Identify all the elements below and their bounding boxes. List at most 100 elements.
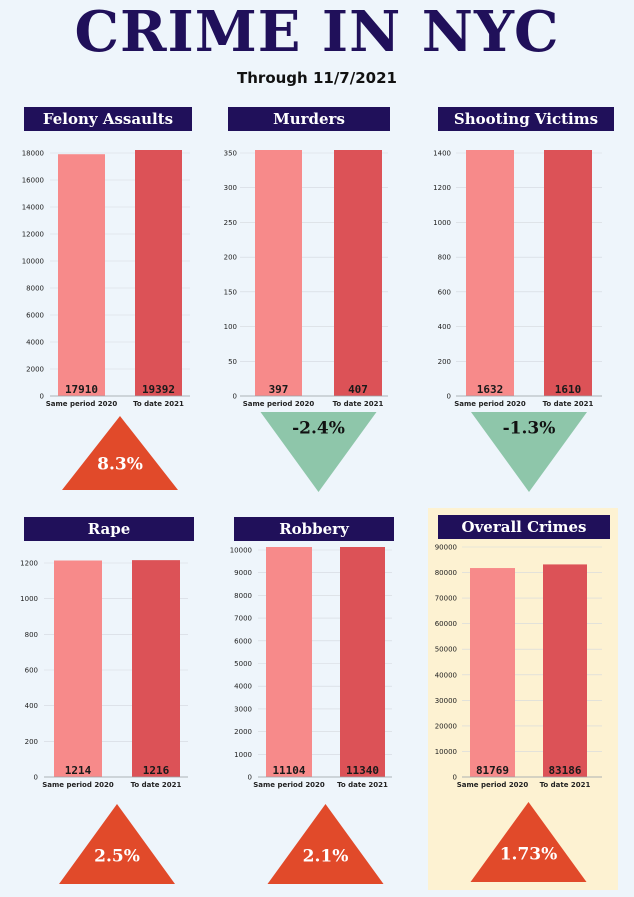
shooting-victims-tick-label: 800 <box>438 254 451 262</box>
overall-crimes-bar-2021 <box>543 564 587 777</box>
overall-crimes-tick-label: 10000 <box>435 748 457 756</box>
murders-change-label: -2.4% <box>292 419 345 439</box>
rape-category-label: To date 2021 <box>131 781 182 789</box>
shooting-victims-category-label: To date 2021 <box>543 400 594 408</box>
murders-tick-label: 100 <box>224 323 237 331</box>
robbery-tick-label: 10000 <box>230 547 252 555</box>
felony-assaults-tick-label: 6000 <box>26 312 44 320</box>
overall-crimes-tick-label: 70000 <box>435 595 457 603</box>
felony-assaults-bar-2021 <box>135 150 182 396</box>
rape-tick-label: 1000 <box>20 595 38 603</box>
murders-down-arrow-icon <box>260 412 377 492</box>
robbery-value-label: 11104 <box>272 764 305 777</box>
overall-crimes-tick-label: 0 <box>453 774 457 782</box>
shooting-victims-tick-label: 0 <box>447 393 451 401</box>
robbery-tick-label: 4000 <box>234 683 252 691</box>
robbery-category-label: Same period 2020 <box>253 781 325 789</box>
felony-assaults-bar-2020 <box>58 154 105 396</box>
rape-value-label: 1216 <box>143 764 170 777</box>
murders-tick-label: 200 <box>224 254 237 262</box>
robbery-tick-label: 5000 <box>234 660 252 668</box>
murders-value-label: 397 <box>269 383 289 396</box>
robbery-tick-label: 6000 <box>234 637 252 645</box>
page-title: CRIME IN NYC <box>74 0 560 65</box>
overall-crimes-tick-label: 40000 <box>435 671 457 679</box>
overall-crimes-up-arrow-icon <box>470 802 587 882</box>
murders-tick-label: 300 <box>224 184 237 192</box>
robbery-up-arrow-icon <box>267 804 384 884</box>
rape-bar-2021 <box>132 560 180 777</box>
overall-crimes-tick-label: 60000 <box>435 620 457 628</box>
murders-bar-2021 <box>334 150 382 396</box>
robbery-tick-label: 1000 <box>234 751 252 759</box>
rape-value-label: 1214 <box>65 764 92 777</box>
overall-crimes-value-label: 81769 <box>476 764 509 777</box>
shooting-victims-tick-label: 1400 <box>433 150 451 158</box>
felony-assaults-tick-label: 10000 <box>22 258 44 266</box>
shooting-victims-bar-2020 <box>466 150 514 396</box>
felony-assaults-tick-label: 14000 <box>22 204 44 212</box>
felony-assaults-tick-label: 8000 <box>26 285 44 293</box>
murders-tick-label: 250 <box>224 219 237 227</box>
overall-crimes-tick-label: 20000 <box>435 722 457 730</box>
robbery-header: Robbery <box>234 517 394 541</box>
overall-crimes-tick-label: 80000 <box>435 569 457 577</box>
shooting-victims-change-label: -1.3% <box>503 419 556 439</box>
shooting-victims-tick-label: 1000 <box>433 219 451 227</box>
rape-up-arrow-icon <box>59 804 175 884</box>
shooting-victims-category-label: Same period 2020 <box>454 400 526 408</box>
robbery-tick-label: 3000 <box>234 705 252 713</box>
murders-tick-label: 50 <box>228 358 237 366</box>
felony-assaults-tick-label: 12000 <box>22 231 44 239</box>
robbery-bar-2020 <box>266 547 312 777</box>
rape-change-label: 2.5% <box>94 847 140 867</box>
overall-crimes-tick-label: 90000 <box>435 544 457 552</box>
murders-tick-label: 150 <box>224 288 237 296</box>
felony-assaults-up-arrow-icon <box>62 416 178 490</box>
robbery-tick-label: 8000 <box>234 592 252 600</box>
robbery-change-label: 2.1% <box>303 847 349 867</box>
overall-crimes-category-label: Same period 2020 <box>457 781 529 789</box>
murders-header: Murders <box>228 107 390 131</box>
robbery-tick-label: 2000 <box>234 728 252 736</box>
robbery-category-label: To date 2021 <box>337 781 388 789</box>
overall-crimes-bar-2020 <box>470 568 515 777</box>
rape-tick-label: 400 <box>25 702 38 710</box>
shooting-victims-header: Shooting Victims <box>438 107 614 131</box>
felony-assaults-tick-label: 16000 <box>22 177 44 185</box>
felony-assaults-value-label: 17910 <box>65 383 98 396</box>
shooting-victims-tick-label: 1200 <box>433 184 451 192</box>
robbery-value-label: 11340 <box>346 764 379 777</box>
shooting-victims-down-arrow-icon <box>471 412 587 492</box>
murders-tick-label: 0 <box>233 393 237 401</box>
overall-crimes-value-label: 83186 <box>548 764 581 777</box>
overall-crimes-tick-label: 30000 <box>435 697 457 705</box>
murders-bar-2020 <box>255 150 302 396</box>
murders-category-label: Same period 2020 <box>243 400 315 408</box>
rape-tick-label: 800 <box>25 631 38 639</box>
felony-assaults-header: Felony Assaults <box>24 107 192 131</box>
murders-category-label: To date 2021 <box>333 400 384 408</box>
felony-assaults-change-label: 8.3% <box>97 454 143 474</box>
rape-header: Rape <box>24 517 194 541</box>
shooting-victims-tick-label: 600 <box>438 288 451 296</box>
rape-bar-2020 <box>54 560 102 777</box>
overall-crimes-header: Overall Crimes <box>438 515 610 539</box>
rape-tick-label: 600 <box>25 667 38 675</box>
robbery-tick-label: 0 <box>248 774 252 782</box>
overall-crimes-category-label: To date 2021 <box>540 781 591 789</box>
robbery-bar-2021 <box>340 547 385 777</box>
rape-category-label: Same period 2020 <box>42 781 114 789</box>
shooting-victims-tick-label: 400 <box>438 323 451 331</box>
shooting-victims-bar-2021 <box>544 150 592 396</box>
shooting-victims-value-label: 1610 <box>555 383 582 396</box>
robbery-tick-label: 7000 <box>234 615 252 623</box>
felony-assaults-category-label: To date 2021 <box>133 400 184 408</box>
shooting-victims-tick-label: 200 <box>438 358 451 366</box>
rape-tick-label: 200 <box>25 738 38 746</box>
overall-crimes-tick-label: 50000 <box>435 646 457 654</box>
shooting-victims-value-label: 1632 <box>477 383 504 396</box>
rape-tick-label: 1200 <box>20 560 38 568</box>
robbery-tick-label: 9000 <box>234 569 252 577</box>
